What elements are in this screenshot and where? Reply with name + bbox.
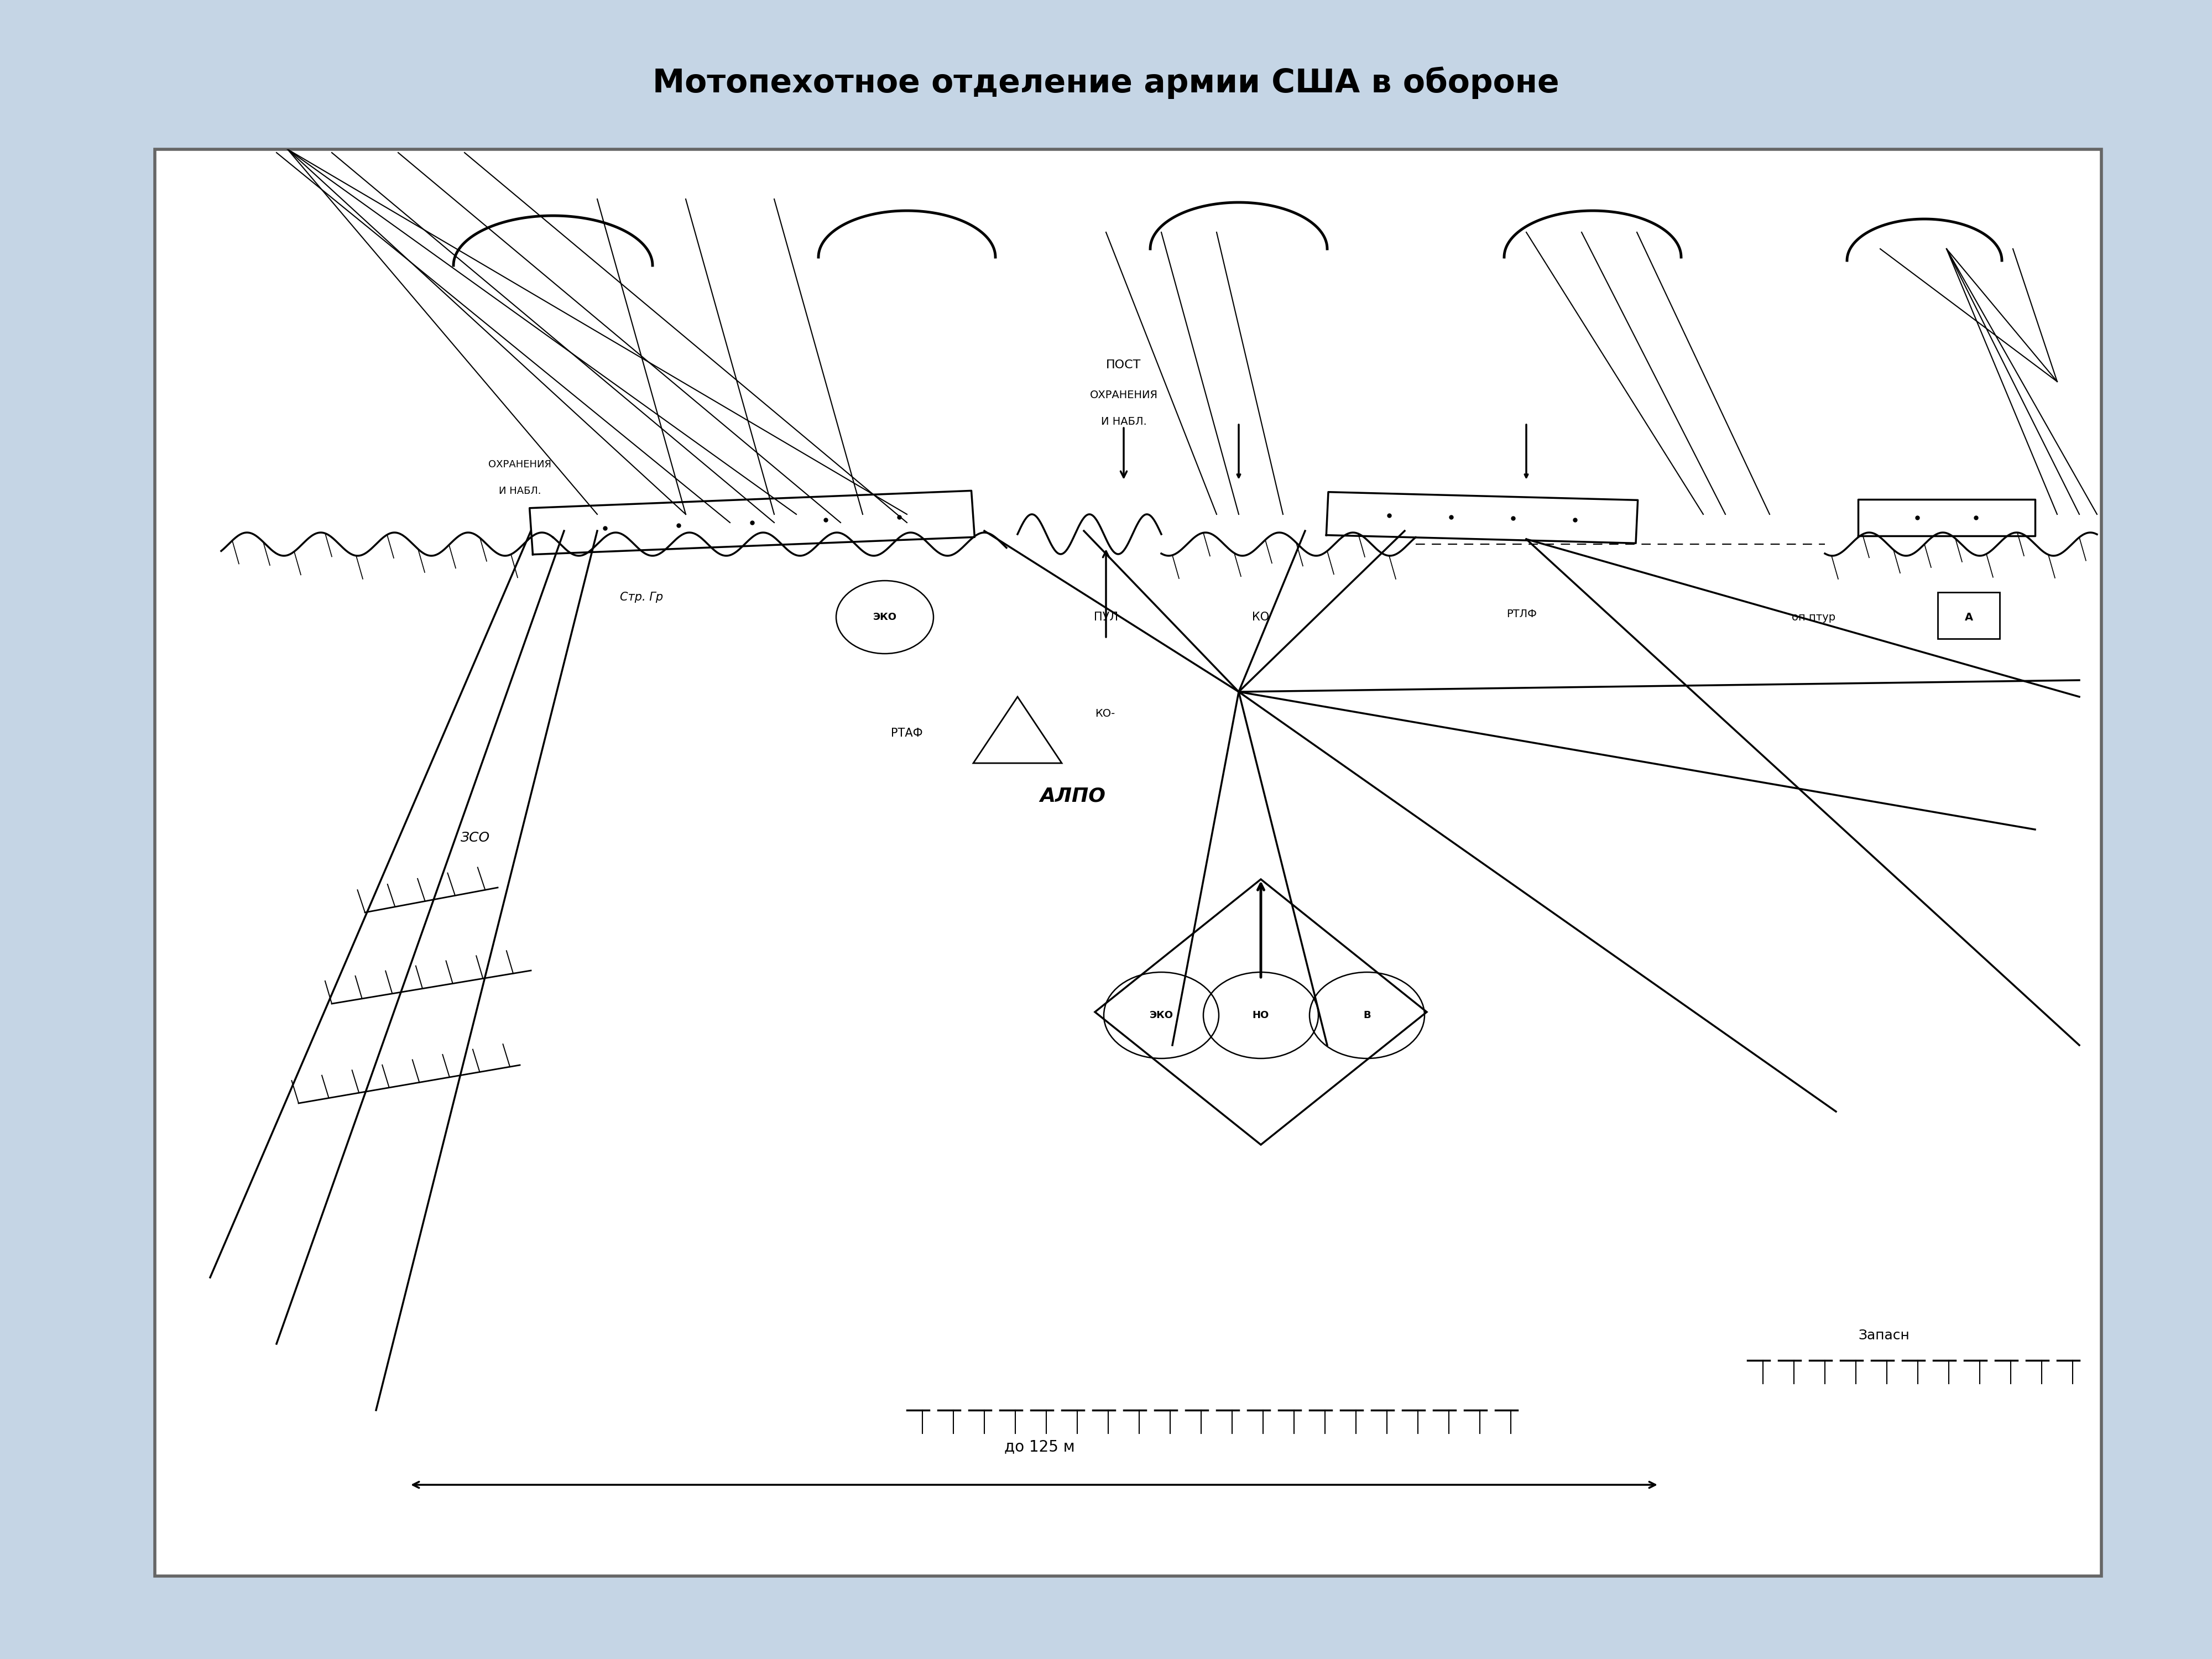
Text: ПОСТ: ПОСТ [1106, 360, 1141, 370]
Text: И НАБЛ.: И НАБЛ. [1102, 416, 1146, 426]
Text: ЭКО: ЭКО [874, 612, 896, 622]
Text: Мотопехотное отделение армии США в обороне: Мотопехотное отделение армии США в оборо… [653, 66, 1559, 100]
Text: А: А [1964, 612, 1973, 622]
Text: до 125 м: до 125 м [1004, 1438, 1075, 1455]
Text: РТАФ: РТАФ [891, 728, 922, 738]
Text: НО: НО [1252, 1010, 1270, 1020]
Text: Стр. Гр: Стр. Гр [619, 592, 664, 602]
Text: ЭКО: ЭКО [1150, 1010, 1172, 1020]
Text: оп птур: оп птур [1792, 612, 1836, 622]
Text: ПУЛ: ПУЛ [1093, 612, 1119, 622]
Text: ЗСО: ЗСО [460, 831, 491, 844]
Text: ОХРАНЕНИЯ: ОХРАНЕНИЯ [489, 460, 551, 469]
Text: Запасн: Запасн [1858, 1329, 1909, 1342]
Text: И НАБЛ.: И НАБЛ. [498, 486, 542, 496]
Text: АЛПО: АЛПО [1040, 786, 1106, 806]
Text: РТЛФ: РТЛФ [1506, 609, 1537, 619]
Text: КО: КО [1252, 612, 1270, 622]
Text: ОХРАНЕНИЯ: ОХРАНЕНИЯ [1091, 390, 1157, 400]
Text: КО-: КО- [1095, 708, 1115, 718]
Text: В: В [1363, 1010, 1371, 1020]
